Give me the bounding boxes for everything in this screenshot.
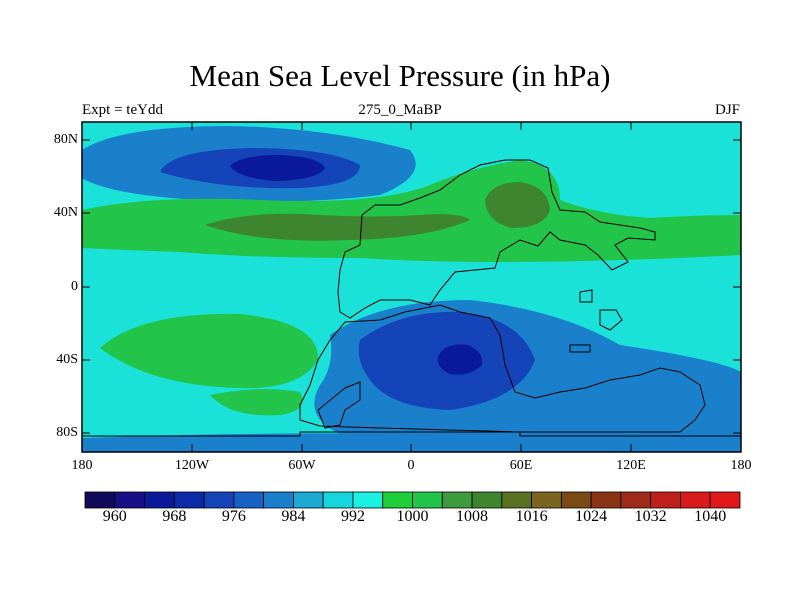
colorbar-box: [382, 491, 413, 509]
y-tick-label: 0: [71, 279, 78, 294]
colorbar-label: 1024: [575, 508, 608, 525]
colorbar-box: [650, 491, 681, 509]
y-tick-label: 40N: [53, 205, 78, 220]
season-label: DJF: [714, 102, 740, 118]
north-high-olive: [205, 213, 470, 241]
colorbar-label: 1008: [456, 508, 489, 525]
colorbar-box: [352, 491, 384, 509]
colorbar-box: [560, 491, 592, 509]
colorbar-box: [412, 491, 443, 509]
colorbar-label: 960: [102, 508, 127, 525]
arctic-low-deep: [230, 155, 325, 181]
colorbar: [84, 491, 741, 509]
interior-outline: [317, 381, 361, 429]
colorbar-box: [144, 491, 175, 509]
pressure-field: [82, 122, 741, 452]
y-tick-label: 80N: [53, 132, 78, 147]
polar-band: [82, 433, 741, 452]
experiment-label: Expt = teYdd: [82, 102, 163, 118]
island-outline-2: [599, 309, 623, 331]
x-tick-label: 120W: [174, 458, 210, 473]
colorbar-box: [590, 491, 622, 509]
colorbar-box: [709, 491, 741, 509]
x-tick-label: 180: [730, 458, 752, 473]
colorbar-box: [471, 491, 503, 509]
y-tick-label: 40S: [56, 352, 78, 367]
colorbar-box: [293, 491, 324, 509]
colorbar-box: [233, 491, 265, 509]
y-tick-label: 80S: [56, 425, 78, 440]
colorbar-box: [322, 491, 354, 509]
x-tick-label: 180: [71, 458, 93, 473]
coastlines: [82, 159, 741, 437]
colorbar-label: 984: [281, 508, 306, 525]
colorbar-box: [620, 491, 652, 509]
colorbar-label: 1032: [634, 508, 667, 525]
colorbar-box: [441, 491, 473, 509]
island-outline-1: [579, 289, 593, 303]
colorbar-label: 968: [162, 508, 187, 525]
period-label: 275_0_MaBP: [358, 102, 442, 118]
colorbar-box: [173, 491, 205, 509]
southern-continent-outline: [299, 304, 706, 433]
colorbar-box: [680, 491, 711, 509]
x-tick-label: 0: [407, 458, 415, 473]
colorbar-label: 1016: [515, 508, 548, 525]
x-tick-label: 60W: [288, 458, 316, 473]
northern-continent-outline: [337, 159, 656, 319]
colorbar-box: [501, 491, 532, 509]
colorbar-box: [263, 491, 294, 509]
colorbar-label: 992: [340, 508, 365, 525]
island-outline-3: [569, 344, 591, 353]
asia-high-olive: [485, 182, 550, 228]
colorbar-label: 976: [221, 508, 246, 525]
colorbar-box: [114, 491, 145, 509]
colorbar-label: 1000: [396, 508, 429, 525]
south-high-west: [100, 313, 319, 389]
colorbar-box: [84, 491, 116, 509]
map-title: Mean Sea Level Pressure (in hPa): [189, 58, 611, 93]
south-low-deep: [437, 344, 483, 375]
x-tick-label: 60E: [509, 458, 533, 473]
colorbar-box: [203, 491, 235, 509]
axis-ticks: [81, 122, 742, 452]
north-high-green: [82, 160, 741, 262]
x-tick-label: 120E: [616, 458, 646, 473]
colorbar-box: [531, 491, 562, 509]
antarctic-edge: [82, 431, 741, 437]
south-high-mid: [210, 389, 303, 416]
colorbar-label: 1040: [694, 508, 727, 525]
